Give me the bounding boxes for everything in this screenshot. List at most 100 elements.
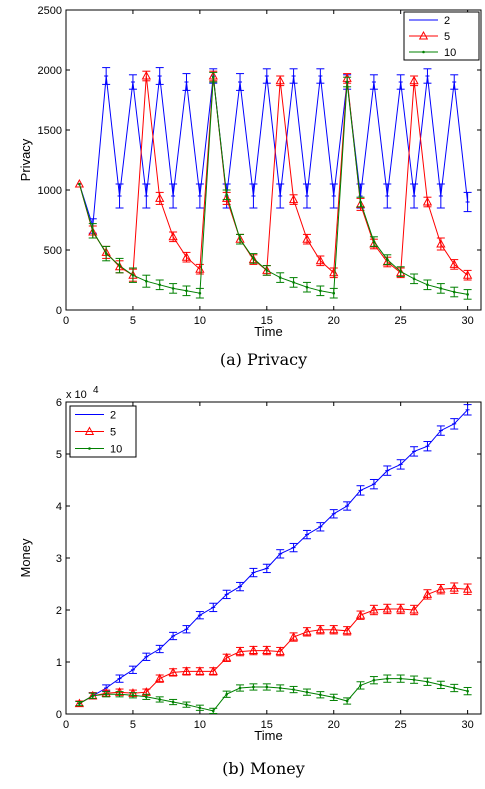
- data-point: [372, 240, 376, 243]
- data-point: [181, 252, 192, 261]
- data-point: [185, 703, 188, 706]
- data-point: [145, 695, 148, 699]
- x-tick-label: 20: [328, 719, 340, 731]
- data-point: [426, 283, 429, 287]
- series-line: [78, 75, 468, 277]
- data-point: [141, 70, 151, 80]
- y-tick-label: 4: [56, 501, 62, 513]
- data-point: [412, 678, 416, 681]
- x-tick-label: 30: [461, 719, 473, 731]
- data-point: [345, 80, 349, 84]
- data-point: [248, 645, 259, 655]
- data-point: [332, 291, 336, 295]
- series-line: [79, 409, 468, 705]
- data-point: [302, 626, 312, 636]
- y-tick-label: 2000: [38, 65, 62, 77]
- data-point: [238, 686, 242, 690]
- legend-label: 5: [110, 427, 116, 439]
- data-point: [385, 258, 389, 261]
- x-tick-label: 20: [328, 315, 340, 327]
- y-tick-label: 0: [56, 709, 62, 721]
- data-point: [292, 281, 295, 284]
- data-point: [262, 645, 272, 655]
- data-point: [466, 689, 469, 693]
- privacy-chart-panel: 0 5 10 15 20 25 3005001000150020002500TimePriv…: [18, 5, 482, 369]
- data-point: [452, 290, 456, 294]
- x-tick-label: 10: [194, 719, 206, 731]
- y-tick-label: 5: [56, 449, 62, 461]
- data-point: [292, 688, 295, 691]
- data-point: [211, 75, 215, 79]
- data-point: [385, 677, 389, 680]
- data-point: [131, 273, 135, 277]
- data-point: [372, 678, 376, 682]
- series-10: [75, 674, 472, 714]
- data-point: [158, 698, 162, 701]
- data-point: [449, 259, 459, 268]
- data-point: [359, 200, 362, 204]
- data-point: [181, 666, 192, 675]
- legend-label: 5: [444, 31, 450, 43]
- data-point: [252, 257, 255, 260]
- data-point: [265, 269, 269, 272]
- y-tick-label: 6: [56, 397, 62, 409]
- series-line: [79, 678, 468, 712]
- data-point: [222, 193, 232, 202]
- legend-label: 2: [444, 15, 450, 27]
- data-point: [235, 646, 245, 656]
- data-point: [104, 252, 108, 255]
- data-point: [412, 277, 416, 281]
- data-point: [74, 698, 85, 708]
- data-point: [302, 234, 312, 243]
- series-10: [78, 71, 472, 300]
- data-point: [426, 680, 429, 684]
- data-point: [288, 194, 299, 204]
- data-point: [466, 293, 469, 296]
- series-line: [78, 77, 468, 295]
- data-point: [315, 255, 325, 265]
- x-axis-label: Time: [254, 324, 282, 339]
- legend-label: 10: [444, 47, 456, 59]
- legend-label: 2: [110, 410, 116, 422]
- data-point: [145, 279, 148, 283]
- data-point: [436, 584, 446, 593]
- data-point: [78, 702, 81, 705]
- data-point: [91, 229, 95, 233]
- series-line: [78, 75, 469, 227]
- data-point: [305, 285, 309, 289]
- data-point: [168, 667, 178, 676]
- data-point: [462, 584, 473, 593]
- y-tick-label: 1000: [38, 185, 62, 197]
- data-point: [462, 270, 473, 279]
- data-point: [396, 603, 406, 613]
- y-tick-label: 3: [56, 553, 62, 565]
- data-point: [342, 625, 352, 635]
- data-point: [208, 666, 218, 675]
- data-point: [355, 199, 366, 208]
- data-point: [252, 685, 255, 689]
- data-point: [399, 677, 402, 680]
- legend-label: 10: [110, 444, 122, 456]
- data-point: [452, 686, 456, 690]
- x-tick-label: 0: [63, 315, 69, 327]
- legend-marker: [88, 447, 91, 450]
- data-point: [91, 694, 95, 698]
- y-tick-label: 1: [56, 657, 62, 669]
- data-point: [185, 289, 188, 293]
- x-tick-label: 25: [395, 315, 407, 327]
- data-point: [319, 289, 322, 293]
- data-point: [131, 693, 135, 697]
- legend-marker: [418, 30, 429, 40]
- data-point: [288, 631, 299, 641]
- data-point: [329, 267, 339, 277]
- data-point: [104, 692, 108, 696]
- y-axis-label: Privacy: [18, 138, 33, 181]
- data-point: [422, 196, 433, 206]
- data-point: [225, 692, 228, 696]
- data-point: [345, 699, 349, 703]
- data-point: [155, 673, 165, 683]
- data-point: [422, 589, 433, 598]
- x-tick-label: 5: [130, 719, 136, 731]
- y-tick-label: 1500: [38, 125, 62, 137]
